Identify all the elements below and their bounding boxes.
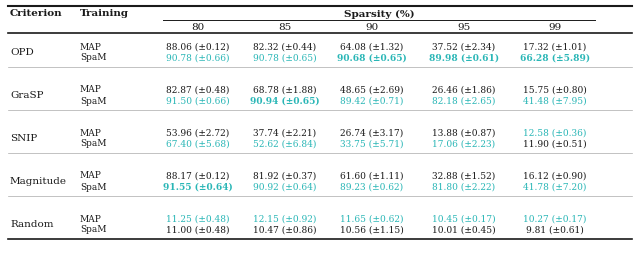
Text: 81.92 (±0.37): 81.92 (±0.37)	[253, 171, 317, 181]
Text: 82.87 (±0.48): 82.87 (±0.48)	[166, 86, 230, 94]
Text: SpaM: SpaM	[80, 54, 106, 62]
Text: 64.08 (±1.32): 64.08 (±1.32)	[340, 42, 404, 52]
Text: 88.06 (±0.12): 88.06 (±0.12)	[166, 42, 230, 52]
Text: 10.45 (±0.17): 10.45 (±0.17)	[432, 214, 496, 224]
Text: 81.80 (±2.22): 81.80 (±2.22)	[433, 183, 495, 192]
Text: 41.48 (±7.95): 41.48 (±7.95)	[523, 97, 587, 105]
Text: 89.42 (±0.71): 89.42 (±0.71)	[340, 97, 404, 105]
Text: MAP: MAP	[80, 214, 102, 224]
Text: 37.52 (±2.34): 37.52 (±2.34)	[433, 42, 495, 52]
Text: 15.75 (±0.80): 15.75 (±0.80)	[523, 86, 587, 94]
Text: 11.65 (±0.62): 11.65 (±0.62)	[340, 214, 404, 224]
Text: Criterion: Criterion	[10, 9, 63, 19]
Text: 33.75 (±5.71): 33.75 (±5.71)	[340, 139, 404, 149]
Text: MAP: MAP	[80, 86, 102, 94]
Text: Sparsity (%): Sparsity (%)	[344, 9, 414, 19]
Text: 11.00 (±0.48): 11.00 (±0.48)	[166, 226, 230, 234]
Text: SpaM: SpaM	[80, 139, 106, 149]
Text: SpaM: SpaM	[80, 97, 106, 105]
Text: 52.62 (±6.84): 52.62 (±6.84)	[253, 139, 317, 149]
Text: 91.50 (±0.66): 91.50 (±0.66)	[166, 97, 230, 105]
Text: 89.23 (±0.62): 89.23 (±0.62)	[340, 183, 404, 192]
Text: MAP: MAP	[80, 129, 102, 137]
Text: 82.18 (±2.65): 82.18 (±2.65)	[432, 97, 496, 105]
Text: 16.12 (±0.90): 16.12 (±0.90)	[524, 171, 587, 181]
Text: Magnitude: Magnitude	[10, 177, 67, 186]
Text: 9.81 (±0.61): 9.81 (±0.61)	[526, 226, 584, 234]
Text: 91.55 (±0.64): 91.55 (±0.64)	[163, 183, 233, 192]
Text: 10.56 (±1.15): 10.56 (±1.15)	[340, 226, 404, 234]
Text: 32.88 (±1.52): 32.88 (±1.52)	[433, 171, 495, 181]
Text: 90.68 (±0.65): 90.68 (±0.65)	[337, 54, 407, 62]
Text: 66.28 (±5.89): 66.28 (±5.89)	[520, 54, 590, 62]
Text: 82.32 (±0.44): 82.32 (±0.44)	[253, 42, 317, 52]
Text: Random: Random	[10, 220, 54, 229]
Text: 26.74 (±3.17): 26.74 (±3.17)	[340, 129, 404, 137]
Text: 48.65 (±2.69): 48.65 (±2.69)	[340, 86, 404, 94]
Text: 37.74 (±2.21): 37.74 (±2.21)	[253, 129, 317, 137]
Text: MAP: MAP	[80, 42, 102, 52]
Text: 12.58 (±0.36): 12.58 (±0.36)	[524, 129, 587, 137]
Text: Training: Training	[80, 9, 129, 19]
Text: 85: 85	[278, 23, 292, 31]
Text: 90: 90	[365, 23, 379, 31]
Text: SNIP: SNIP	[10, 134, 37, 143]
Text: 88.17 (±0.12): 88.17 (±0.12)	[166, 171, 230, 181]
Text: SpaM: SpaM	[80, 226, 106, 234]
Text: 90.78 (±0.65): 90.78 (±0.65)	[253, 54, 317, 62]
Text: 90.94 (±0.65): 90.94 (±0.65)	[250, 97, 320, 105]
Text: SpaM: SpaM	[80, 183, 106, 192]
Text: 95: 95	[458, 23, 470, 31]
Text: 90.78 (±0.66): 90.78 (±0.66)	[166, 54, 230, 62]
Text: 12.15 (±0.92): 12.15 (±0.92)	[253, 214, 317, 224]
Text: 17.06 (±2.23): 17.06 (±2.23)	[433, 139, 495, 149]
Text: 67.40 (±5.68): 67.40 (±5.68)	[166, 139, 230, 149]
Text: 68.78 (±1.88): 68.78 (±1.88)	[253, 86, 317, 94]
Text: 11.90 (±0.51): 11.90 (±0.51)	[523, 139, 587, 149]
Text: 17.32 (±1.01): 17.32 (±1.01)	[524, 42, 587, 52]
Text: 41.78 (±7.20): 41.78 (±7.20)	[524, 183, 587, 192]
Text: 99: 99	[548, 23, 562, 31]
Text: 10.27 (±0.17): 10.27 (±0.17)	[524, 214, 587, 224]
Text: 10.01 (±0.45): 10.01 (±0.45)	[432, 226, 496, 234]
Text: 80: 80	[191, 23, 205, 31]
Text: MAP: MAP	[80, 171, 102, 181]
Text: OPD: OPD	[10, 48, 34, 57]
Text: 13.88 (±0.87): 13.88 (±0.87)	[432, 129, 496, 137]
Text: 10.47 (±0.86): 10.47 (±0.86)	[253, 226, 317, 234]
Text: 26.46 (±1.86): 26.46 (±1.86)	[432, 86, 496, 94]
Text: 89.98 (±0.61): 89.98 (±0.61)	[429, 54, 499, 62]
Text: 53.96 (±2.72): 53.96 (±2.72)	[166, 129, 230, 137]
Text: 90.92 (±0.64): 90.92 (±0.64)	[253, 183, 317, 192]
Text: 11.25 (±0.48): 11.25 (±0.48)	[166, 214, 230, 224]
Text: GraSP: GraSP	[10, 91, 44, 100]
Text: 61.60 (±1.11): 61.60 (±1.11)	[340, 171, 404, 181]
